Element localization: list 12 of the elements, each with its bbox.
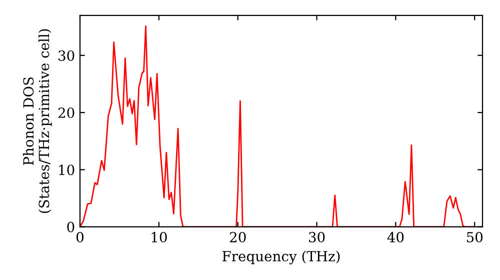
x-tick-label: 10 [152, 232, 167, 242]
y-tick-label: 20 [58, 108, 74, 118]
y-axis-title: Phonon DOS (States/THz·primitive cell) [22, 29, 52, 213]
y-tick-label: 30 [58, 50, 74, 61]
x-tick-label: 20 [230, 232, 246, 242]
x-tick-label: 30 [308, 232, 325, 242]
x-axis-title: Frequency (THz) [222, 250, 340, 264]
y-tick-label: 0 [67, 222, 74, 232]
x-tick-label: 40 [387, 232, 404, 242]
y-tick-label: 10 [59, 164, 74, 176]
x-tick-label: 50 [466, 232, 483, 242]
x-tick-label: 0 [76, 232, 84, 242]
